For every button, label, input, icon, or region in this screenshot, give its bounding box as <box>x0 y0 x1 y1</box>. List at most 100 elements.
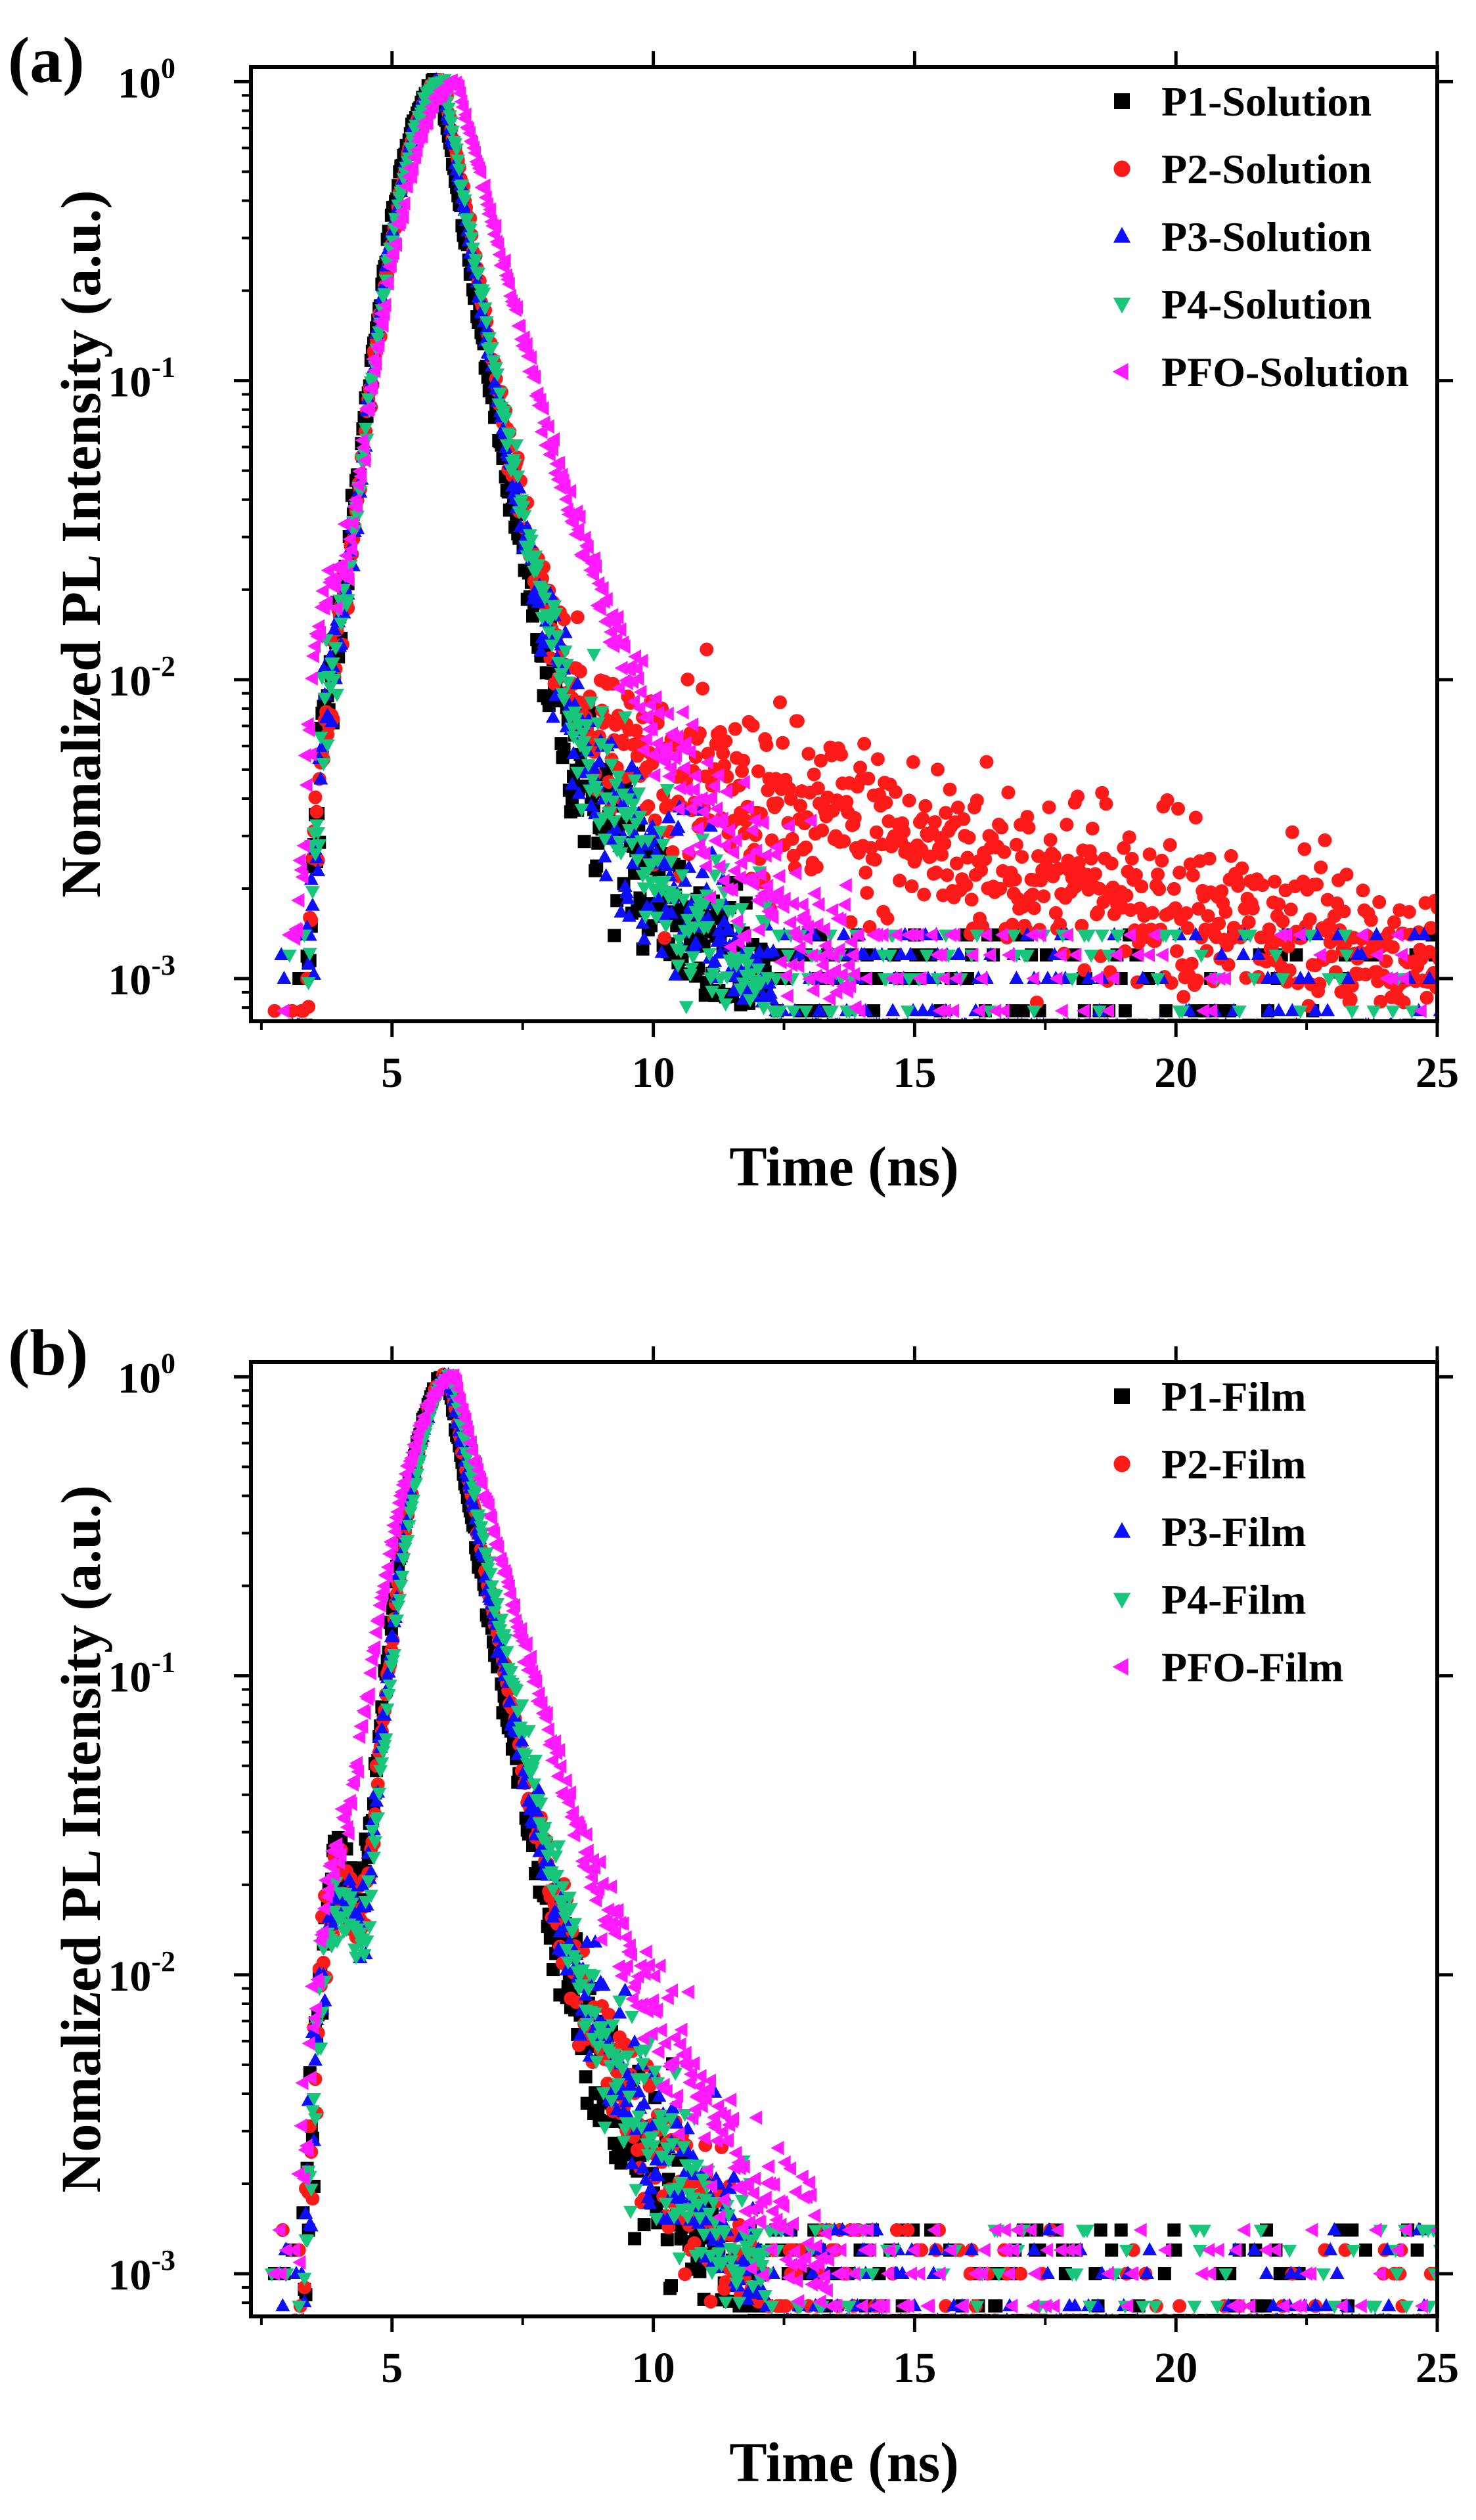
data-point <box>627 694 640 709</box>
x-axis-label: Time (ns) <box>729 1135 959 1198</box>
data-point <box>746 718 760 733</box>
data-point <box>635 2160 650 2174</box>
data-point <box>587 648 602 662</box>
data-point <box>401 1520 416 1534</box>
data-point <box>1423 921 1437 935</box>
data-point <box>633 810 648 824</box>
data-point <box>620 891 635 904</box>
data-point <box>803 813 817 828</box>
data-point <box>342 531 356 546</box>
data-point <box>1266 2298 1281 2312</box>
data-point <box>766 943 781 957</box>
data-point <box>834 967 848 982</box>
data-point <box>547 432 560 447</box>
data-point <box>385 1654 400 1668</box>
legend-marker <box>1113 160 1130 177</box>
data-point <box>684 801 698 816</box>
data-point <box>617 1982 633 1996</box>
data-point <box>372 326 387 340</box>
data-point <box>1437 2245 1452 2258</box>
data-point <box>1155 948 1169 963</box>
data-point <box>1104 856 1119 871</box>
data-point <box>290 923 303 938</box>
data-point <box>680 914 695 927</box>
data-point <box>518 1749 533 1763</box>
data-point <box>716 873 730 889</box>
data-point <box>321 563 334 578</box>
data-point <box>371 338 385 353</box>
data-point <box>669 747 682 763</box>
data-point <box>1054 1004 1068 1019</box>
data-point <box>1021 820 1036 835</box>
data-point <box>826 803 840 818</box>
data-point <box>441 102 456 116</box>
data-point <box>1095 785 1109 800</box>
data-point <box>723 2255 738 2269</box>
data-point <box>995 820 1009 835</box>
data-point <box>647 768 661 783</box>
data-point <box>1339 868 1354 882</box>
legend-marker <box>1112 363 1129 381</box>
data-point <box>462 223 478 237</box>
data-point <box>1438 928 1451 942</box>
data-point <box>736 753 751 768</box>
data-point <box>644 722 658 737</box>
data-point <box>519 337 533 352</box>
data-point <box>656 838 671 852</box>
data-point <box>974 863 989 877</box>
data-point <box>372 1787 387 1801</box>
data-point <box>303 747 317 762</box>
data-point <box>311 1976 325 1991</box>
data-point <box>1312 977 1327 991</box>
data-point <box>385 1629 400 1643</box>
data-point <box>478 302 493 316</box>
data-point <box>539 1706 553 1721</box>
data-point <box>1442 2314 1455 2327</box>
data-point <box>1316 2268 1331 2282</box>
data-point <box>364 1652 378 1667</box>
data-point <box>1079 2224 1094 2238</box>
data-point <box>792 947 807 961</box>
data-point <box>374 1721 390 1735</box>
data-point <box>785 831 799 846</box>
data-point <box>273 2266 287 2282</box>
data-point <box>386 245 399 260</box>
data-point <box>608 929 621 942</box>
data-point <box>630 854 645 868</box>
data-point <box>1389 2268 1404 2282</box>
data-point <box>313 731 328 745</box>
data-point <box>685 717 699 732</box>
data-point <box>472 1513 487 1526</box>
data-point <box>829 984 843 1000</box>
data-point <box>778 968 792 983</box>
data-point <box>1293 1006 1308 1019</box>
data-point <box>1224 849 1238 863</box>
data-point <box>642 697 656 712</box>
data-point <box>541 419 554 434</box>
data-point <box>1267 874 1282 889</box>
data-point <box>298 2205 313 2219</box>
data-point <box>468 1485 483 1499</box>
data-point <box>895 2266 910 2280</box>
data-point <box>297 2272 312 2286</box>
data-point <box>1016 1004 1030 1018</box>
data-point <box>845 948 859 963</box>
data-point <box>1168 929 1183 943</box>
data-point <box>708 833 722 849</box>
data-point <box>547 600 562 614</box>
data-point <box>716 746 730 761</box>
data-point <box>1422 944 1437 959</box>
data-point <box>302 722 315 738</box>
data-point <box>490 1598 505 1612</box>
data-point <box>947 927 961 942</box>
data-point <box>695 2173 710 2187</box>
data-point <box>1308 2298 1323 2312</box>
data-point <box>1201 909 1215 923</box>
data-point <box>738 928 751 943</box>
data-point <box>369 1793 384 1807</box>
data-point <box>675 869 690 883</box>
data-point <box>1407 927 1422 940</box>
data-point <box>868 852 882 867</box>
data-point <box>663 2113 679 2127</box>
data-point <box>719 734 733 748</box>
